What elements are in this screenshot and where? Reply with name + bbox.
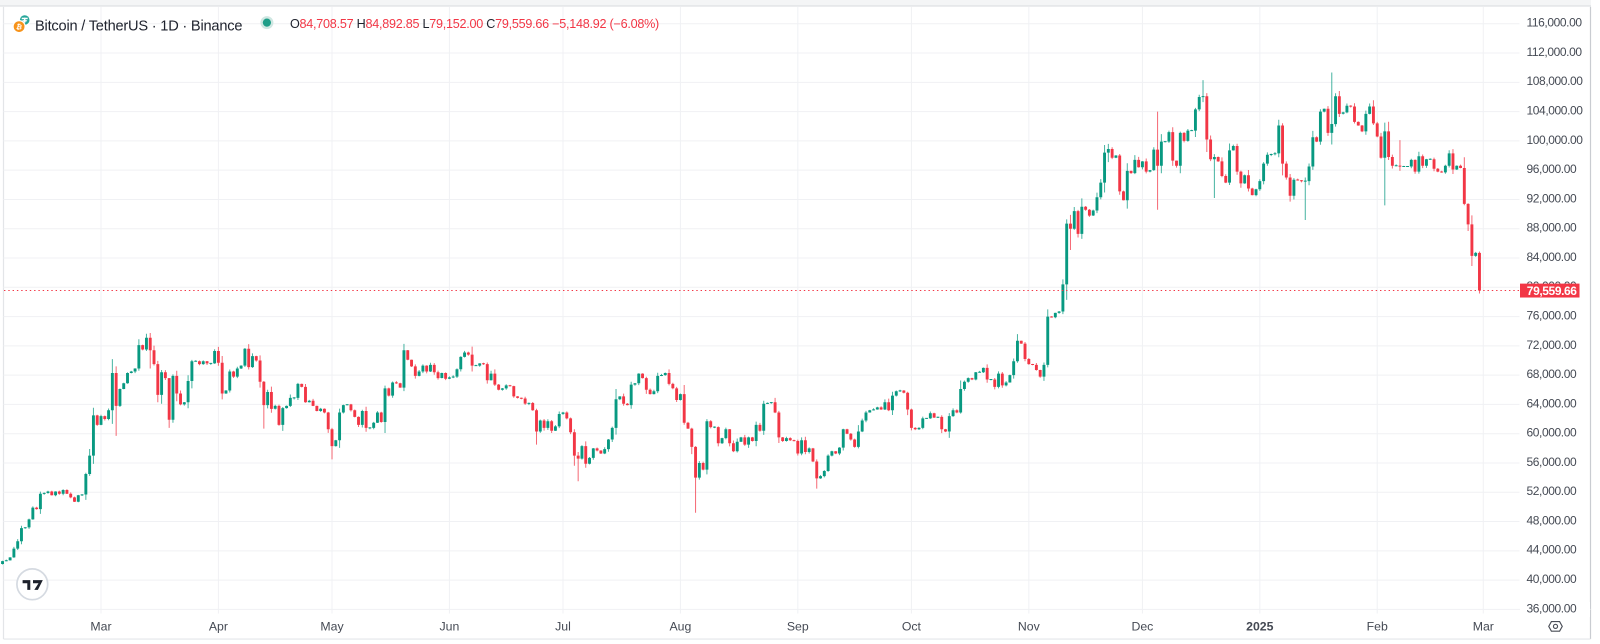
svg-text:64,000.00: 64,000.00 (1527, 396, 1578, 410)
svg-text:40,000.00: 40,000.00 (1527, 572, 1578, 586)
svg-text:100,000.00: 100,000.00 (1527, 133, 1584, 147)
svg-text:May: May (320, 619, 344, 633)
svg-text:Jul: Jul (555, 619, 571, 633)
svg-text:Mar: Mar (90, 619, 111, 633)
svg-text:Jun: Jun (439, 619, 459, 633)
svg-text:Oct: Oct (902, 619, 922, 633)
svg-text:Nov: Nov (1018, 619, 1041, 633)
svg-text:O84,708.57 H84,892.85 L79,152.: O84,708.57 H84,892.85 L79,152.00 C79,559… (290, 17, 659, 31)
svg-text:Bitcoin / TetherUS · 1D · Bina: Bitcoin / TetherUS · 1D · Binance (35, 18, 242, 34)
svg-text:104,000.00: 104,000.00 (1527, 104, 1584, 118)
svg-text:72,000.00: 72,000.00 (1527, 338, 1578, 352)
svg-text:68,000.00: 68,000.00 (1527, 367, 1578, 381)
svg-text:Mar: Mar (1473, 619, 1494, 633)
svg-text:Feb: Feb (1367, 619, 1388, 633)
svg-text:Apr: Apr (209, 619, 228, 633)
svg-text:108,000.00: 108,000.00 (1527, 74, 1584, 88)
svg-text:96,000.00: 96,000.00 (1527, 162, 1578, 176)
svg-text:84,000.00: 84,000.00 (1527, 250, 1578, 264)
svg-text:56,000.00: 56,000.00 (1527, 455, 1578, 469)
svg-text:44,000.00: 44,000.00 (1527, 543, 1578, 557)
svg-text:60,000.00: 60,000.00 (1527, 426, 1578, 440)
svg-text:112,000.00: 112,000.00 (1527, 45, 1583, 59)
svg-text:52,000.00: 52,000.00 (1527, 484, 1578, 498)
svg-text:Aug: Aug (669, 619, 691, 633)
svg-text:88,000.00: 88,000.00 (1527, 221, 1578, 235)
svg-text:Dec: Dec (1131, 619, 1153, 633)
svg-text:36,000.00: 36,000.00 (1527, 601, 1578, 615)
svg-text:76,000.00: 76,000.00 (1527, 308, 1578, 322)
svg-text:Sep: Sep (787, 619, 809, 633)
svg-text:2025: 2025 (1246, 619, 1274, 633)
svg-text:48,000.00: 48,000.00 (1527, 513, 1578, 527)
svg-text:92,000.00: 92,000.00 (1527, 191, 1578, 205)
svg-text:116,000.00: 116,000.00 (1527, 16, 1583, 30)
svg-text:₿: ₿ (15, 23, 23, 32)
svg-text:79,559.66: 79,559.66 (1527, 284, 1578, 298)
